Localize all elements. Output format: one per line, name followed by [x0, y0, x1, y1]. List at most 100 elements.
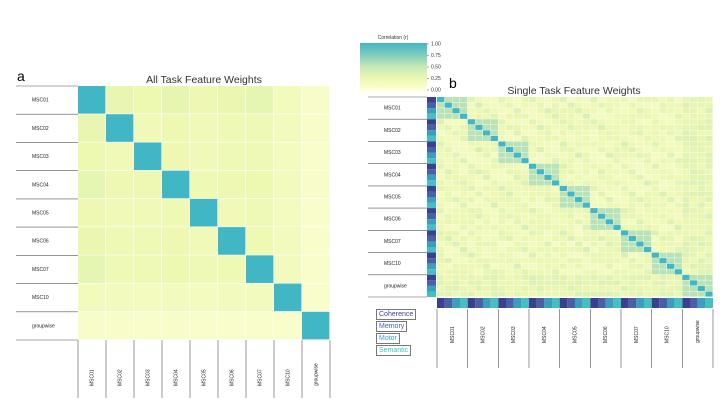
heatmap-cell	[246, 227, 274, 255]
heatmap-cell	[651, 213, 659, 219]
heatmap-cell	[636, 180, 644, 186]
heatmap-cell	[598, 152, 606, 158]
heatmap-cell	[452, 258, 460, 264]
heatmap-cell	[552, 208, 560, 214]
heatmap-cell	[682, 269, 690, 275]
heatmap-b-labels: MSC01MSC02MSC03MSC04MSC05MSC06MSC07MSC10…	[368, 96, 714, 368]
heatmap-cell	[460, 174, 468, 180]
heatmap-cell	[621, 291, 629, 297]
heatmap-cell	[575, 252, 583, 258]
heatmap-cell	[506, 141, 514, 147]
heatmap-cell	[190, 86, 218, 114]
heatmap-cell	[134, 114, 162, 142]
heatmap-cell	[674, 258, 682, 264]
heatmap-cell	[651, 280, 659, 286]
heatmap-cell	[274, 311, 302, 340]
heatmap-cell	[460, 102, 468, 108]
heatmap-cell	[621, 213, 629, 219]
heatmap-cell	[444, 158, 452, 164]
heatmap-cell	[651, 202, 659, 208]
heatmap-cell	[697, 147, 705, 153]
heatmap-cell	[598, 247, 606, 253]
heatmap-cell	[636, 124, 644, 130]
heatmap-cell	[682, 241, 690, 247]
heatmap-cell	[590, 263, 598, 269]
task-strip-col	[674, 298, 683, 308]
heatmap-cell	[475, 285, 483, 292]
heatmap-cell	[490, 180, 498, 186]
heatmap-cell	[490, 113, 498, 119]
heatmap-cell	[590, 108, 598, 114]
task-strip-row	[427, 202, 436, 209]
heatmap-cell	[444, 202, 452, 208]
heatmap-cell	[613, 97, 621, 103]
task-strip-col	[536, 298, 545, 308]
heatmap-cell	[682, 202, 690, 208]
heatmap-cell	[498, 252, 506, 258]
heatmap-cell	[559, 113, 567, 119]
heatmap-cell	[552, 280, 560, 286]
row-label: MSC03	[32, 154, 49, 160]
heatmap-cell	[467, 274, 475, 280]
heatmap-cell	[467, 213, 475, 219]
heatmap-cell	[506, 258, 514, 264]
heatmap-cell	[621, 135, 629, 142]
heatmap-cell	[498, 213, 506, 219]
heatmap-cell	[605, 202, 613, 208]
heatmap-cell	[521, 141, 529, 147]
heatmap-cell	[437, 208, 445, 214]
heatmap-cell	[598, 158, 606, 164]
heatmap-cell	[636, 224, 644, 230]
heatmap-cell	[659, 208, 667, 214]
heatmap-cell	[697, 219, 705, 225]
task-strip-col	[552, 298, 560, 308]
heatmap-cell	[636, 252, 644, 258]
heatmap-cell	[460, 252, 468, 258]
heatmap-cell	[674, 102, 682, 108]
heatmap-cell	[659, 124, 667, 130]
task-strip-col	[598, 298, 606, 308]
heatmap-cell	[567, 213, 575, 219]
task-strip-row	[427, 141, 436, 147]
heatmap-cell	[605, 263, 613, 269]
heatmap-cell	[506, 291, 514, 297]
heatmap-cell	[460, 169, 468, 175]
heatmap-cell	[575, 197, 583, 203]
heatmap-cell	[613, 197, 621, 203]
task-strip-row	[427, 224, 436, 231]
heatmap-cell	[659, 280, 667, 286]
heatmap-cell	[605, 119, 613, 125]
heatmap-cell	[705, 113, 713, 119]
heatmap-cell	[613, 235, 621, 242]
heatmap-cell	[575, 208, 583, 214]
heatmap-cell	[490, 213, 498, 219]
colorbar-label: Correlation (r)	[378, 35, 409, 41]
col-label: MSC01	[90, 369, 96, 386]
heatmap-cell	[705, 197, 713, 203]
heatmap-cell	[598, 97, 606, 103]
heatmap-cell	[667, 135, 675, 142]
heatmap-cell	[598, 124, 606, 130]
heatmap-cell	[274, 227, 302, 255]
heatmap-cell	[521, 97, 529, 103]
heatmap-cell	[490, 274, 498, 280]
heatmap-cell	[452, 224, 460, 230]
heatmap-cell	[490, 280, 498, 286]
heatmap-cell	[552, 185, 560, 192]
heatmap-cell	[582, 197, 590, 203]
heatmap-cell	[106, 311, 134, 340]
heatmap-cell	[644, 158, 652, 164]
heatmap-cell	[544, 285, 552, 292]
heatmap-cell	[667, 291, 675, 297]
heatmap-cell	[218, 86, 246, 114]
heatmap-cell	[536, 97, 544, 103]
heatmap-cell	[190, 114, 218, 142]
heatmap-cell	[613, 213, 621, 219]
heatmap-cell	[674, 274, 682, 280]
heatmap-cell	[559, 191, 567, 197]
heatmap-cell	[506, 208, 514, 214]
heatmap-cell	[552, 202, 560, 208]
heatmap-cell	[78, 170, 106, 199]
heatmap-cell	[467, 180, 475, 186]
